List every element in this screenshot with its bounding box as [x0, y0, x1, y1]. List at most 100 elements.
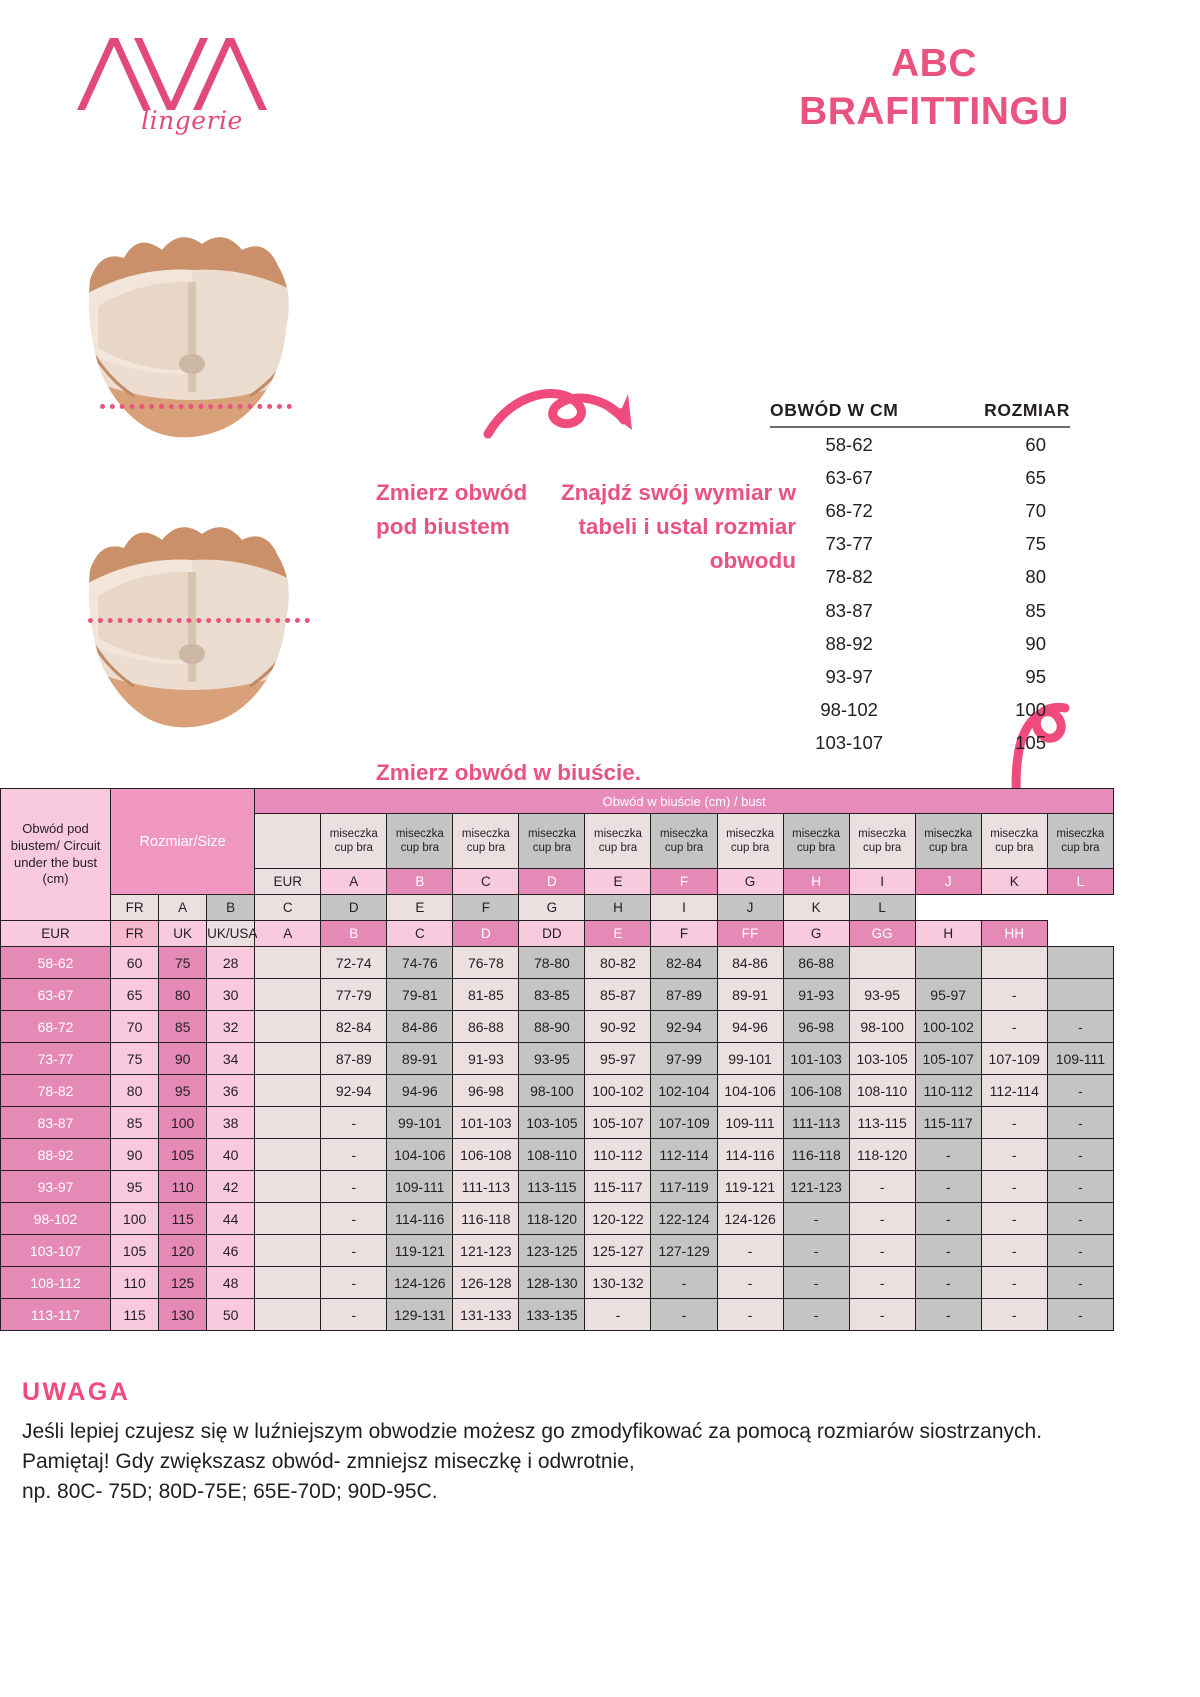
cell-bust-2: 131-133 — [452, 1298, 520, 1331]
cell-bust-4: 80-82 — [584, 946, 652, 979]
cell-fr: 130 — [158, 1298, 208, 1331]
cell-bust-10 — [980, 946, 1048, 979]
note-line-2: Pamiętaj! Gdy zwiększasz obwód- zmniejsz… — [22, 1449, 635, 1473]
cell-fr: 115 — [158, 1202, 208, 1235]
cell-fr: 85 — [158, 1010, 208, 1043]
cupbra-header-9: miseczka cup bra — [914, 813, 982, 869]
cell-bust-2: 81-85 — [452, 978, 520, 1011]
cell-bust-6: - — [716, 1234, 784, 1267]
cell-bust-7: 96-98 — [782, 1010, 850, 1043]
table-row: 68-72 70 85 32 82-84 84-86 86-88 88-90 90-92 92-9… — [0, 1010, 1115, 1043]
cell-fr: 105 — [158, 1138, 208, 1171]
cup-fr-L: L — [848, 894, 916, 921]
cell-spacer — [254, 1266, 322, 1299]
cell-bust-7: 91-93 — [782, 978, 850, 1011]
cell-fr: 120 — [158, 1234, 208, 1267]
cell-spacer — [254, 1138, 322, 1171]
cell-underbust: 78-82 — [0, 1074, 112, 1107]
cell-bust-9: 105-107 — [914, 1042, 982, 1075]
cell-underbust: 73-77 — [0, 1042, 112, 1075]
brand-logo: lingerie — [72, 34, 312, 135]
cell-bust-4: 115-117 — [584, 1170, 652, 1203]
cell-bust-0: - — [320, 1138, 388, 1171]
cup-ukusa-B: B — [320, 920, 388, 947]
measuring-instructions-section: Zmierz obwód pod biustem Znajdź swój wym… — [0, 160, 1200, 957]
cell-bust-0: - — [320, 1170, 388, 1203]
cell-bust-4: 85-87 — [584, 978, 652, 1011]
lookup-row: 63-67 65 — [770, 461, 1070, 494]
cell-bust-1: 114-116 — [386, 1202, 454, 1235]
cell-bust-0: 92-94 — [320, 1074, 388, 1107]
cell-bust-1: 74-76 — [386, 946, 454, 979]
cup-eur-I: I — [848, 868, 916, 895]
cell-bust-9: - — [914, 1266, 982, 1299]
cell-bust-0: - — [320, 1298, 388, 1331]
bust-overband-illustration — [89, 527, 289, 728]
cupbra-header-5: miseczka cup bra — [650, 813, 718, 869]
instruction-step-1: Zmierz obwód pod biustem — [376, 480, 528, 540]
subhead-uk: UK — [158, 920, 208, 947]
cell-fr: 75 — [158, 946, 208, 979]
cell-bust-1: 124-126 — [386, 1266, 454, 1299]
cell-bust-6: 114-116 — [716, 1138, 784, 1171]
cell-bust-11: - — [1046, 1010, 1115, 1043]
cell-uk: 34 — [206, 1042, 256, 1075]
cell-bust-4: 130-132 — [584, 1266, 652, 1299]
curved-arrow-right-icon — [483, 389, 632, 439]
cup-eur-B: B — [386, 868, 454, 895]
instruction-step-3-line1: Zmierz obwód w biuście. — [376, 760, 642, 785]
cell-bust-7: 111-113 — [782, 1106, 850, 1139]
cell-fr: 100 — [158, 1106, 208, 1139]
cell-bust-3: 83-85 — [518, 978, 586, 1011]
table-row: 108-112 110 125 48-124-126 126-128 128-130 130… — [0, 1266, 1115, 1299]
cell-bust-10: - — [980, 1298, 1048, 1331]
cell-bust-7: - — [782, 1202, 850, 1235]
cell-bust-6: 89-91 — [716, 978, 784, 1011]
cell-bust-11: - — [1046, 1234, 1115, 1267]
cell-bust-8: - — [848, 1170, 916, 1203]
cell-bust-10: - — [980, 1138, 1048, 1171]
cell-bust-3: 78-80 — [518, 946, 586, 979]
lookup-cell-size: 85 — [1025, 599, 1046, 621]
cell-bust-2: 96-98 — [452, 1074, 520, 1107]
page-title: ABC BRAFITTINGU — [724, 40, 1144, 135]
cell-bust-11: - — [1046, 1298, 1115, 1331]
cell-bust-7: - — [782, 1266, 850, 1299]
cup-ukusa-A: A — [254, 920, 322, 947]
cell-fr: 110 — [158, 1170, 208, 1203]
cell-bust-8 — [848, 946, 916, 979]
cell-uk: 32 — [206, 1010, 256, 1043]
cell-bust-7: 116-118 — [782, 1138, 850, 1171]
cell-fr: 95 — [158, 1074, 208, 1107]
cell-bust-5: - — [650, 1298, 718, 1331]
cell-bust-1: 129-131 — [386, 1298, 454, 1331]
cell-uk: 48 — [206, 1266, 256, 1299]
bra-size-table-wrapper: Obwód pod biustem/ Circuit under the bus… — [0, 788, 1115, 1331]
page-title-line2: BRAFITTINGU — [799, 89, 1069, 133]
lookup-cell-circumference: 93-97 — [825, 665, 873, 687]
cup-fr-B: B — [206, 894, 256, 921]
note-line-3: np. 80C- 75D; 80D-75E; 65E-70D; 90D-95C. — [22, 1479, 438, 1503]
cell-bust-0: - — [320, 1234, 388, 1267]
cell-bust-11: - — [1046, 1106, 1115, 1139]
cell-bust-4: 110-112 — [584, 1138, 652, 1171]
cupbra-header-7: miseczka cup bra — [782, 813, 850, 869]
cell-bust-1: 104-106 — [386, 1138, 454, 1171]
table-body: 58-62 60 75 28 72-74 74-76 76-78 78-80 80-82 82-8… — [0, 946, 1115, 1331]
cell-bust-5: - — [650, 1266, 718, 1299]
cell-bust-2: 101-103 — [452, 1106, 520, 1139]
cell-spacer — [254, 1202, 322, 1235]
ava-logo-icon — [77, 38, 267, 110]
cell-eur: 70 — [110, 1010, 160, 1043]
cell-underbust: 88-92 — [0, 1138, 112, 1171]
lookup-cell-circumference: 98-102 — [820, 699, 878, 721]
system-label-fr: FR — [110, 894, 160, 921]
table-row: 83-87 85 100 38-99-101 101-103 103-105 105-107… — [0, 1106, 1115, 1139]
cell-bust-5: 107-109 — [650, 1106, 718, 1139]
lookup-row: 78-82 80 — [770, 561, 1070, 594]
lookup-cell-circumference: 58-62 — [825, 433, 873, 455]
cup-fr-J: J — [716, 894, 784, 921]
cell-bust-9: 110-112 — [914, 1074, 982, 1107]
cell-bust-10: - — [980, 978, 1048, 1011]
cell-bust-11: - — [1046, 1266, 1115, 1299]
